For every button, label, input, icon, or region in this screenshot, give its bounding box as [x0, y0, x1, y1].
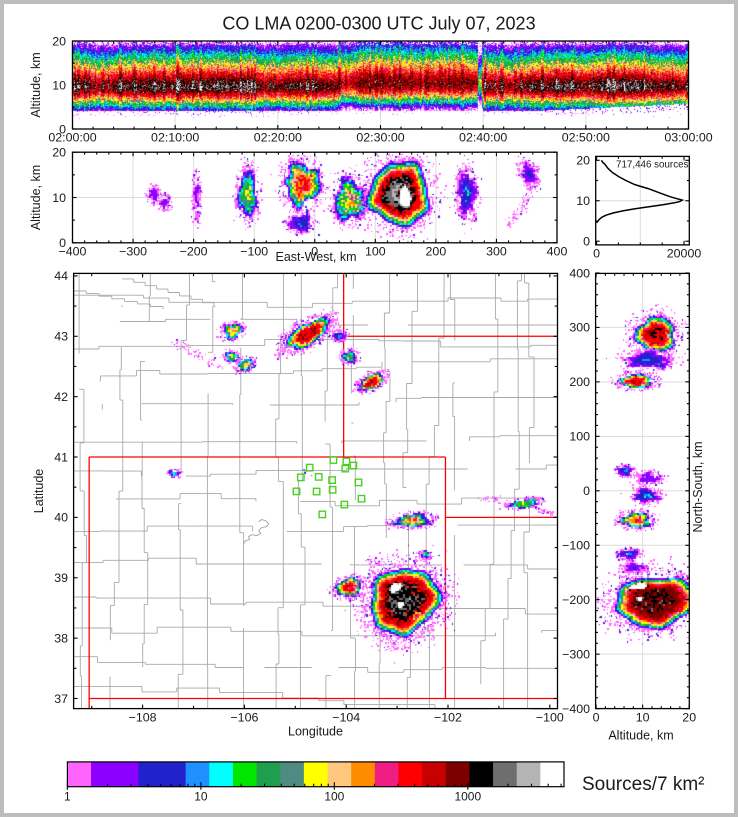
svg-text:100: 100 — [324, 790, 344, 804]
svg-text:1000: 1000 — [454, 790, 481, 804]
svg-text:Sources/7 km²: Sources/7 km² — [582, 774, 704, 795]
svg-text:10: 10 — [52, 191, 66, 205]
svg-text:Altitude, km: Altitude, km — [29, 165, 43, 230]
svg-text:−300: −300 — [562, 647, 590, 661]
svg-text:717,446 sources: 717,446 sources — [616, 160, 689, 171]
svg-text:−102: −102 — [434, 711, 462, 725]
svg-text:10: 10 — [52, 78, 66, 92]
svg-text:20: 20 — [52, 34, 66, 48]
svg-text:−100: −100 — [240, 244, 268, 258]
svg-text:100: 100 — [569, 430, 590, 444]
svg-text:20000: 20000 — [667, 247, 702, 261]
svg-text:02:40:00: 02:40:00 — [459, 131, 507, 145]
svg-text:400: 400 — [569, 266, 590, 280]
svg-text:02:20:00: 02:20:00 — [254, 131, 302, 145]
svg-text:North-South, km: North-South, km — [691, 441, 705, 532]
svg-text:10: 10 — [194, 790, 208, 804]
svg-text:20: 20 — [682, 711, 696, 725]
svg-text:10: 10 — [576, 194, 590, 208]
svg-text:38: 38 — [54, 631, 68, 645]
svg-text:300: 300 — [486, 244, 507, 258]
svg-text:02:30:00: 02:30:00 — [356, 131, 404, 145]
svg-text:02:50:00: 02:50:00 — [562, 131, 610, 145]
svg-text:0: 0 — [311, 244, 318, 258]
svg-text:−200: −200 — [180, 244, 208, 258]
svg-text:0: 0 — [583, 235, 590, 249]
svg-text:1: 1 — [64, 790, 71, 804]
svg-text:20: 20 — [52, 146, 66, 160]
svg-text:Longitude: Longitude — [288, 725, 343, 739]
svg-text:0: 0 — [59, 122, 66, 136]
svg-text:−106: −106 — [230, 711, 258, 725]
svg-text:−108: −108 — [129, 711, 157, 725]
svg-text:44: 44 — [54, 269, 68, 283]
svg-text:300: 300 — [569, 321, 590, 335]
svg-text:−200: −200 — [562, 593, 590, 607]
svg-text:40: 40 — [54, 511, 68, 525]
svg-text:−400: −400 — [59, 244, 87, 258]
svg-text:02:10:00: 02:10:00 — [151, 131, 199, 145]
svg-text:37: 37 — [54, 692, 68, 706]
svg-text:41: 41 — [54, 450, 68, 464]
svg-text:CO LMA 0200-0300 UTC July 07,: CO LMA 0200-0300 UTC July 07, 2023 — [222, 14, 535, 34]
svg-text:02:00:00: 02:00:00 — [48, 131, 96, 145]
svg-text:−104: −104 — [332, 711, 360, 725]
svg-text:400: 400 — [547, 244, 568, 258]
svg-text:200: 200 — [569, 375, 590, 389]
svg-text:−400: −400 — [562, 702, 590, 716]
svg-text:Latitude: Latitude — [32, 469, 46, 514]
svg-text:100: 100 — [365, 244, 386, 258]
svg-text:−300: −300 — [119, 244, 147, 258]
svg-text:0: 0 — [59, 236, 66, 250]
svg-text:200: 200 — [426, 244, 447, 258]
svg-text:−100: −100 — [536, 711, 564, 725]
svg-text:Altitude, km: Altitude, km — [608, 729, 673, 743]
svg-text:East-West, km: East-West, km — [275, 250, 356, 264]
svg-text:0: 0 — [593, 247, 600, 261]
svg-text:0: 0 — [583, 484, 590, 498]
svg-text:10: 10 — [636, 711, 650, 725]
svg-text:0: 0 — [593, 711, 600, 725]
svg-text:03:00:00: 03:00:00 — [664, 131, 712, 145]
svg-text:Altitude, km: Altitude, km — [29, 52, 43, 117]
svg-text:20: 20 — [576, 154, 590, 168]
svg-text:39: 39 — [54, 571, 68, 585]
svg-text:−100: −100 — [562, 539, 590, 553]
svg-text:42: 42 — [54, 390, 68, 404]
svg-text:43: 43 — [54, 330, 68, 344]
